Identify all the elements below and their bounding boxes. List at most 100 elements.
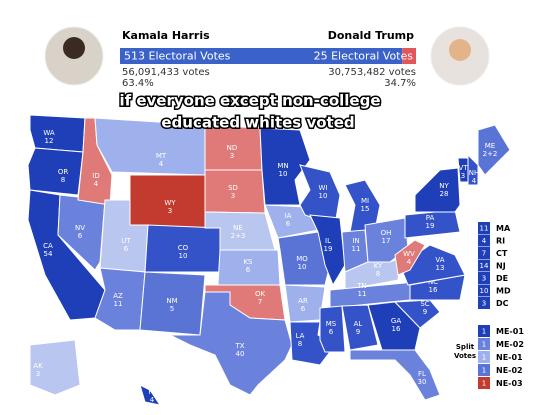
state-abbr: SD [228, 184, 238, 192]
caption: if everyone except non-college [119, 92, 380, 110]
state-ev: 6 [78, 232, 83, 240]
state-abbr: MO [296, 255, 308, 263]
legend-ev: 14 [480, 262, 489, 270]
legend-abbr: MD [496, 287, 511, 296]
legend-abbr: NE-03 [496, 379, 523, 388]
state [139, 384, 162, 406]
state-abbr: WA [43, 129, 55, 137]
legend-ev: 10 [480, 287, 489, 295]
state-ev: 3 [231, 192, 235, 200]
state-abbr: ID [92, 172, 99, 180]
state-abbr: CA [43, 242, 53, 250]
state-abbr: TX [234, 342, 244, 350]
left-votes: 56,091,433 votes [122, 67, 210, 78]
state-abbr: LA [296, 332, 305, 340]
legend-ev: 7 [482, 250, 486, 258]
state-abbr: WI [319, 184, 328, 192]
state-ev: 3 [168, 207, 172, 215]
state [169, 291, 293, 396]
state-ev: 3 [461, 172, 465, 180]
state [259, 127, 311, 206]
legend-abbr: NE-01 [496, 353, 523, 362]
state-abbr: IA [285, 212, 292, 220]
state-abbr: FL [418, 370, 426, 378]
state-ev: 7 [258, 298, 262, 306]
legend-box [478, 325, 490, 337]
state-ev: 30 [418, 378, 427, 386]
state-ev: 4 [159, 160, 164, 168]
state-abbr: NE [233, 224, 243, 232]
legend-box [478, 377, 490, 389]
state-ev: 54 [44, 250, 53, 258]
state-abbr: MI [361, 197, 369, 205]
legend-abbr: ME-02 [496, 340, 524, 349]
state-ev: 11 [114, 300, 123, 308]
state [94, 117, 206, 176]
harris-photo-head [63, 37, 85, 59]
left-electoral: 513 Electoral Votes [124, 50, 231, 63]
state-abbr: KY [374, 262, 383, 270]
legend-abbr: NJ [496, 262, 506, 271]
state-ev: 2+2 [483, 150, 498, 158]
state-ev: 2+3 [231, 232, 246, 240]
state-ev: 5 [170, 305, 174, 313]
state-abbr: OH [381, 229, 392, 237]
state-abbr: IL [325, 237, 331, 245]
state-abbr: NH [469, 169, 480, 177]
legend-box [478, 364, 490, 376]
state-abbr: MN [277, 162, 288, 170]
legend-ev: 3 [482, 300, 486, 308]
state-abbr: HI [148, 388, 155, 396]
legend-box [478, 338, 490, 350]
state-ev: 3 [230, 152, 234, 160]
state-abbr: AR [298, 297, 308, 305]
legend-box [478, 284, 490, 297]
state-ev: 4 [150, 396, 155, 404]
state [349, 349, 441, 401]
state-abbr: CO [178, 244, 189, 252]
state-abbr: IN [352, 237, 359, 245]
state-ev: 28 [440, 190, 449, 198]
legend-ev: 1 [482, 367, 486, 375]
state-ev: 4 [407, 258, 412, 266]
state-abbr: NC [428, 278, 438, 286]
state-ev: 6 [124, 245, 129, 253]
state-abbr: AZ [113, 292, 123, 300]
legend-ev: 1 [482, 380, 486, 388]
state-ev: 9 [356, 328, 360, 336]
state [467, 153, 479, 186]
state-ev: 4 [94, 180, 99, 188]
legend-abbr: MA [496, 224, 511, 233]
legend-box [478, 272, 490, 284]
state-ev: 6 [329, 328, 334, 336]
state-abbr: VT [458, 164, 468, 172]
right-pct: 34.7% [384, 78, 416, 89]
left-name: Kamala Harris [122, 29, 210, 42]
state-ev: 8 [298, 340, 302, 348]
state-abbr: NM [166, 297, 177, 305]
state-abbr: WY [164, 199, 176, 207]
state-abbr: MS [326, 320, 337, 328]
state-ev: 17 [382, 237, 391, 245]
state-ev: 10 [179, 252, 188, 260]
state-ev: 10 [279, 170, 288, 178]
legend-box [478, 351, 490, 363]
electoral-bar-left [120, 48, 403, 64]
state [29, 114, 86, 153]
state-ev: 15 [361, 205, 370, 213]
caption: educated whites voted [161, 114, 354, 132]
state-ev: 8 [376, 270, 380, 278]
legend-ev: 1 [482, 341, 486, 349]
legend-ev: 11 [480, 225, 489, 233]
split-label: Votes [454, 352, 476, 360]
state-abbr: NY [439, 182, 449, 190]
legend-ev: 4 [482, 237, 487, 245]
legend-abbr: DC [496, 299, 509, 308]
state-abbr: OK [255, 290, 266, 298]
legend-abbr: ME-01 [496, 327, 524, 336]
state-ev: 6 [246, 266, 251, 274]
state-abbr: TN [356, 282, 367, 290]
state-abbr: ND [227, 144, 238, 152]
right-votes: 30,753,482 votes [328, 67, 416, 78]
